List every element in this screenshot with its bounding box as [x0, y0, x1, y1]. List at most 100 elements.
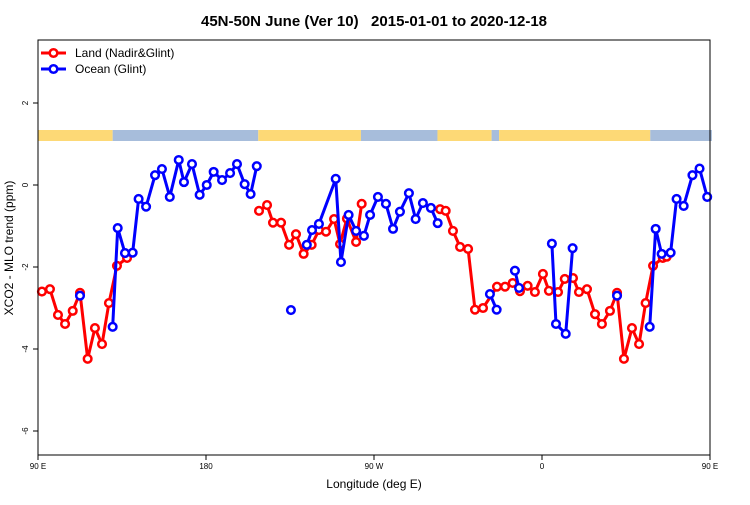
data-point	[275, 217, 287, 228]
legend-label-ocean: Ocean (Glint)	[75, 62, 146, 76]
data-point	[678, 200, 689, 211]
band-land	[437, 130, 492, 141]
y-tick-label: -6	[21, 427, 30, 435]
y-tick-label: -2	[21, 263, 30, 271]
data-point	[491, 281, 503, 292]
data-point	[290, 229, 302, 240]
data-point	[455, 241, 466, 252]
data-point	[107, 321, 118, 332]
data-point	[285, 305, 296, 316]
data-point	[112, 223, 123, 234]
data-point	[52, 309, 64, 321]
legend-marker-land	[48, 47, 59, 59]
data-point	[656, 248, 667, 259]
data-point	[217, 175, 228, 186]
data-point	[186, 159, 198, 170]
x-tick-label: 0	[540, 462, 545, 471]
data-point	[149, 170, 161, 181]
data-point	[537, 268, 548, 280]
data-point	[194, 189, 205, 200]
x-tick-label: 90 E	[702, 462, 718, 471]
data-point	[133, 193, 144, 204]
data-point	[410, 213, 421, 225]
data-point	[178, 177, 190, 188]
data-point	[559, 273, 570, 284]
legend-item-land: Land (Nadir&Glint)	[41, 46, 174, 60]
data-point	[251, 161, 262, 172]
x-axis-label: Longitude (deg E)	[326, 477, 421, 491]
data-point	[127, 247, 138, 258]
data-point	[225, 168, 236, 179]
data-point	[403, 188, 414, 199]
data-point	[694, 163, 705, 174]
data-point	[447, 225, 459, 236]
data-point	[253, 205, 265, 216]
data-point	[618, 353, 629, 364]
data-point	[313, 218, 324, 229]
land-ocean-band	[38, 130, 712, 141]
data-point	[550, 318, 562, 330]
data-point	[173, 154, 184, 166]
data-point	[245, 188, 256, 200]
series-line	[648, 167, 709, 327]
data-point	[356, 198, 367, 209]
data-point	[626, 323, 638, 334]
data-point	[611, 290, 623, 301]
legend-marker-ocean	[48, 63, 59, 75]
data-point	[440, 205, 451, 216]
y-axis: -6 -4 -2 0 2	[21, 100, 38, 435]
data-point	[417, 197, 428, 209]
x-tick-label: 90 W	[365, 462, 384, 471]
data-point	[156, 163, 167, 175]
band-land	[258, 130, 361, 141]
data-point	[560, 328, 571, 339]
data-point	[644, 321, 655, 332]
data-point	[67, 305, 78, 316]
legend: Land (Nadir&Glint) Ocean (Glint)	[41, 46, 174, 76]
band-ocean	[360, 130, 438, 141]
data-point	[573, 286, 585, 298]
data-point	[477, 302, 489, 314]
data-point	[567, 243, 578, 254]
data-point	[513, 282, 525, 293]
legend-label-land: Land (Nadir&Glint)	[75, 46, 174, 60]
band-land	[38, 130, 113, 141]
data-point	[201, 179, 212, 191]
data-point	[343, 209, 354, 220]
data-point	[671, 193, 682, 204]
data-point	[320, 226, 332, 237]
data-point	[365, 209, 376, 220]
data-point	[596, 318, 607, 330]
data-point	[74, 290, 86, 301]
series-ocean	[74, 154, 713, 339]
data-point	[425, 202, 436, 214]
data-point	[82, 353, 93, 364]
data-point	[239, 179, 250, 190]
series-line	[550, 243, 575, 336]
data-point	[89, 323, 100, 334]
data-point	[634, 339, 645, 350]
x-tick-label: 180	[199, 462, 213, 471]
data-point	[96, 339, 108, 350]
y-tick-label: 0	[21, 182, 30, 187]
data-point	[469, 304, 481, 315]
band-ocean	[650, 130, 712, 141]
data-point	[387, 223, 399, 234]
data-point	[394, 206, 405, 217]
data-point	[267, 217, 279, 228]
data-point	[330, 173, 341, 184]
data-point	[650, 223, 661, 234]
data-point	[335, 257, 347, 268]
band-ocean	[112, 130, 259, 141]
data-point	[372, 191, 383, 202]
data-point	[44, 284, 55, 295]
data-point	[702, 191, 713, 202]
data-point	[581, 284, 593, 295]
data-point	[604, 305, 615, 316]
series-layer	[36, 154, 713, 364]
data-point	[284, 239, 295, 250]
data-point	[522, 280, 533, 291]
data-point	[301, 239, 312, 250]
